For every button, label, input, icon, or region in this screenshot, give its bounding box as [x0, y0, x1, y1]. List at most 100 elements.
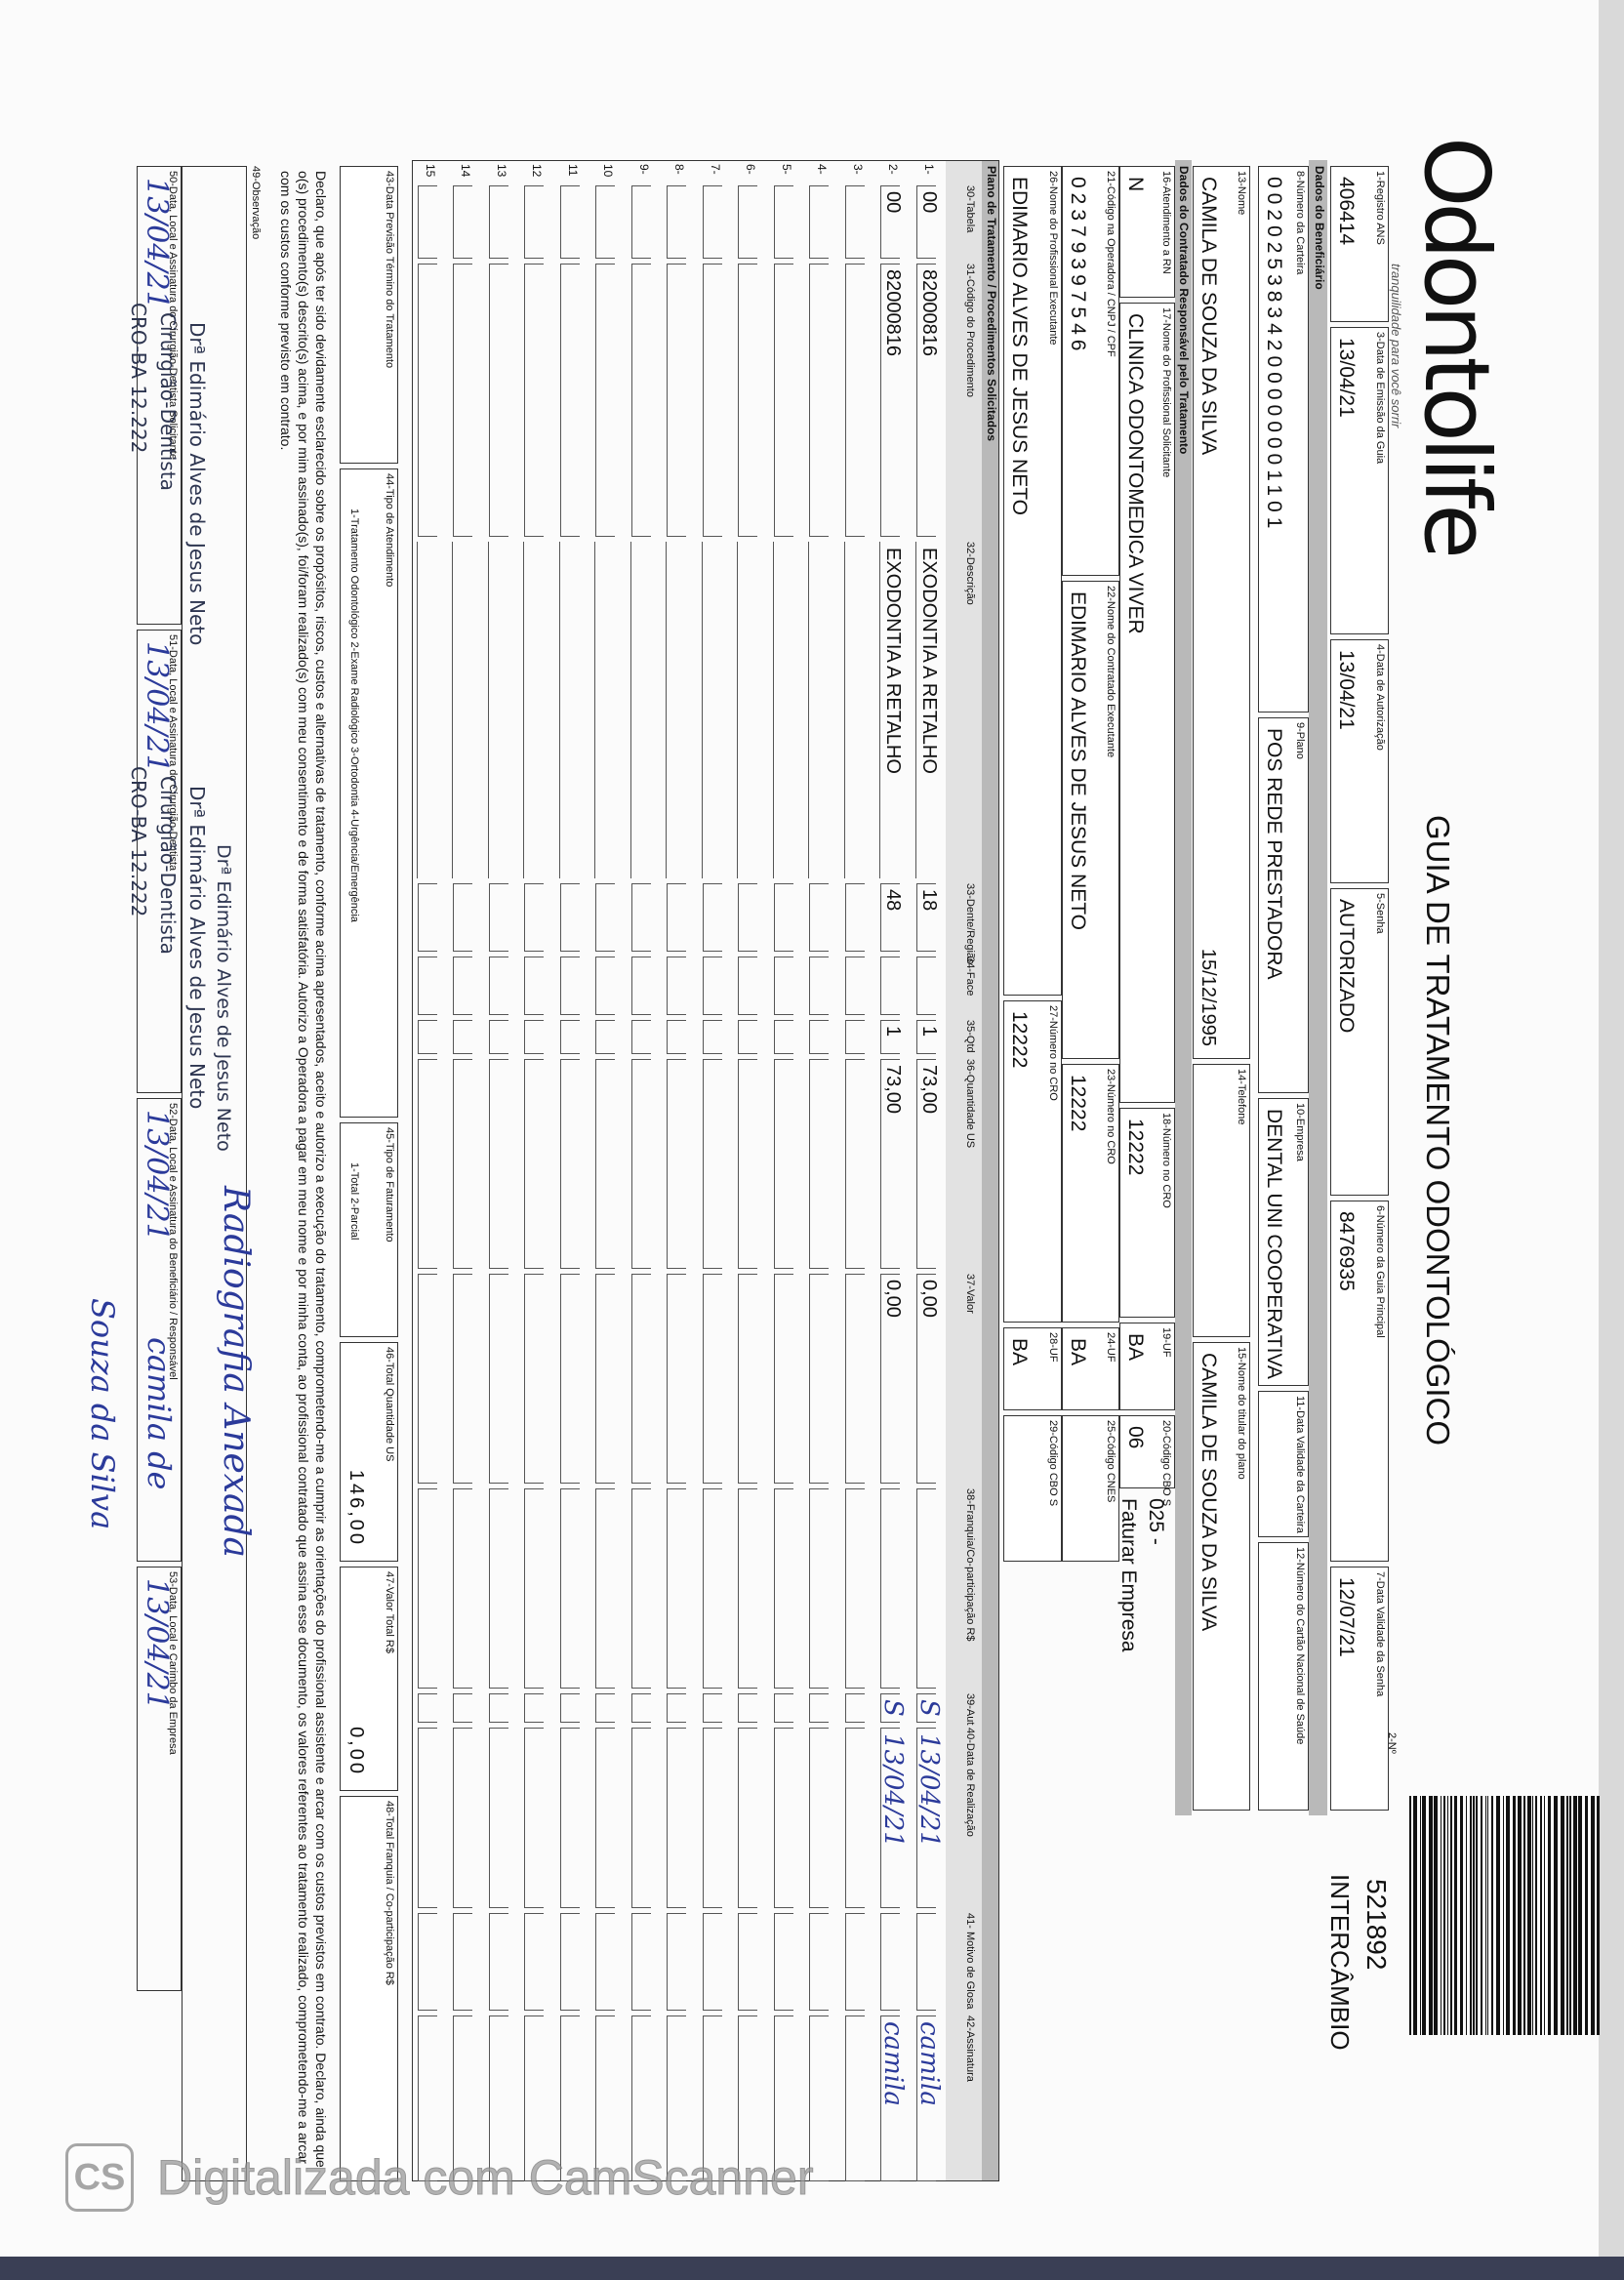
table-cell: S	[878, 1699, 909, 1717]
field-label: 15-Nome do titular do plano	[1236, 1347, 1247, 1480]
observation-stamp: Drª Edimário Alves de Jesus Neto	[213, 844, 234, 1152]
cell-comb	[809, 1488, 830, 1689]
field-box: 27-Número no CRO 12222	[1003, 1000, 1062, 1323]
cell-comb	[809, 264, 830, 537]
cell-comb	[845, 1693, 865, 1723]
barcode	[1404, 1796, 1600, 2035]
field-box: 24-UF BA	[1062, 1327, 1119, 1410]
cell-comb	[774, 1488, 793, 1689]
barcode-bar	[1485, 1796, 1486, 2035]
cell-comb	[703, 957, 722, 1015]
cell-comb	[595, 1728, 616, 1908]
cell-comb	[453, 1913, 473, 2011]
cell-comb	[524, 883, 545, 952]
row-label: 4-	[815, 164, 830, 175]
cell-comb	[418, 1488, 437, 1689]
cell-comb	[809, 957, 830, 1015]
table-cell: 13/04/21	[914, 1733, 944, 1848]
barcode-bar	[1535, 1796, 1537, 2035]
barcode-bar	[1443, 1796, 1445, 2035]
table-cell: 0,00	[918, 1280, 940, 1318]
barcode-bar	[1540, 1796, 1542, 2035]
field-label: 26-Nome do Profissional Executante	[1047, 171, 1059, 346]
cell-comb	[489, 957, 508, 1015]
billing-note: 025 -	[1145, 1498, 1167, 1545]
field-box: 13-Nome CAMILA DE SOUZA DA SILVA 15/12/199…	[1193, 166, 1250, 1059]
field-label: 11-Data Validade da Carteira	[1294, 1396, 1306, 1533]
field-label: 20-Código CBO S	[1160, 1420, 1172, 1507]
cell-comb	[524, 957, 545, 1015]
cell-comb	[524, 1693, 545, 1723]
field-value: 06	[1124, 1426, 1147, 1449]
cell-comb	[595, 264, 616, 537]
signature-stamp: CRO-BA 12.222	[127, 766, 150, 917]
cell-comb	[845, 1274, 865, 1484]
cell-comb	[595, 1274, 616, 1484]
field-label: 16-Atendimento a RN	[1160, 171, 1172, 274]
field-box: 14-Telefone	[1193, 1064, 1250, 1337]
cell-comb	[418, 1059, 437, 1269]
observation-label: 49-Observação	[250, 166, 262, 240]
cell-comb	[524, 1020, 545, 1054]
brand-logo: Odontolife	[1404, 137, 1509, 554]
total-value: 0,00	[345, 1727, 367, 1776]
cell-comb	[524, 1274, 545, 1484]
watermark-icon: CS	[65, 2143, 134, 2212]
field-label: 4-Data de Autorização	[1374, 644, 1386, 751]
cell-comb	[631, 1913, 651, 2011]
cell-line	[594, 542, 596, 878]
table-cell: S	[914, 1699, 944, 1717]
cell-comb	[418, 1728, 437, 1908]
cell-comb	[880, 957, 901, 1015]
field-box: 23-Número no CRO 12222	[1062, 1064, 1119, 1323]
total-options: 1-Tratamento Odontológico 2-Exame Radiol…	[348, 509, 360, 922]
field-box: 5-Senha AUTORIZADO	[1330, 888, 1389, 1196]
field-value: DENTAL UNI COOPERATIVA	[1263, 1109, 1285, 1379]
field-box: 20-Código CBO S 06	[1119, 1415, 1175, 1506]
cell-comb	[845, 185, 865, 259]
cell-comb	[560, 1059, 580, 1269]
field-box: 28-UF BA	[1003, 1327, 1062, 1410]
field-value: BA	[1067, 1338, 1089, 1366]
signature-stamp: Drª Edimário Alves de Jesus Neto	[185, 322, 209, 646]
cell-comb	[560, 957, 580, 1015]
barcode-bar	[1450, 1796, 1452, 2035]
row-label: 10	[601, 164, 616, 178]
cell-comb	[560, 1488, 580, 1689]
cell-line	[844, 542, 845, 878]
cell-comb	[774, 1693, 793, 1723]
cell-comb	[631, 1020, 651, 1054]
signature-date: 13/04/21	[140, 1110, 174, 1242]
field-value: EDIMARIO ALVES DE JESUS NETO	[1067, 591, 1089, 930]
field-label: 3-Data de Emissão da Guia	[1374, 332, 1386, 465]
barcode-bar	[1473, 1796, 1475, 2035]
cell-comb	[524, 264, 545, 537]
cell-comb	[418, 883, 437, 952]
cell-comb	[560, 1020, 580, 1054]
total-box: 46-Total Quantidade US 146,00	[340, 1342, 398, 1562]
signature-stamp: Cirurgião-Dentista	[156, 776, 180, 955]
cell-comb	[453, 1020, 473, 1054]
table-cell: 48	[882, 889, 905, 912]
cell-comb	[845, 2015, 865, 2181]
cell-comb	[631, 1488, 651, 1689]
barcode-bar	[1422, 1796, 1426, 2035]
cell-comb	[703, 264, 722, 537]
cell-comb	[418, 1693, 437, 1723]
exchange-label: INTERCÂMBIO	[1325, 1874, 1355, 2051]
cell-comb	[453, 185, 473, 259]
cell-comb	[418, 1913, 437, 2011]
field-label: 21-Código na Operadora / CNPJ / CPF	[1105, 171, 1116, 357]
field-value: 406414	[1335, 177, 1358, 246]
table-cell: 73,00	[882, 1065, 905, 1115]
cell-comb	[738, 1059, 758, 1269]
field-box: 9-Plano POS REDE PRESTADORA	[1258, 717, 1309, 1093]
cell-line	[523, 542, 525, 878]
field-label: 27-Número no CRO	[1047, 1005, 1059, 1101]
table-cell: 00	[882, 191, 905, 214]
cell-comb	[631, 1274, 651, 1484]
cell-comb	[703, 1020, 722, 1054]
cell-comb	[809, 883, 830, 952]
field-box: 11-Data Validade da Carteira	[1258, 1391, 1309, 1537]
cell-comb	[524, 1913, 545, 2011]
